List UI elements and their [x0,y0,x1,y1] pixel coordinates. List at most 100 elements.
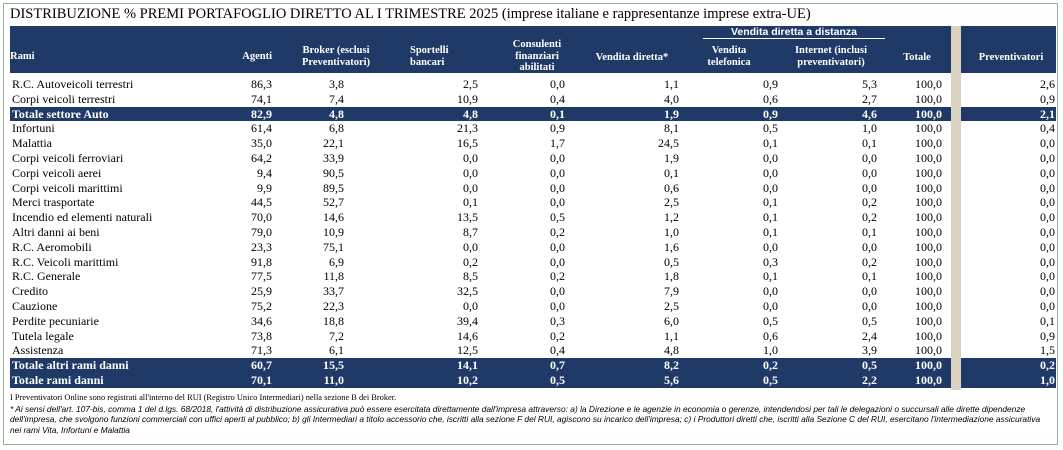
row-separator [951,358,961,373]
row-value: 0,0 [862,284,877,299]
row-value: 0,0 [1040,299,1055,313]
table-row: Malattia 35,0 22,1 16,5 1,7 24,5 0,1 0,1 100,0 0,… [10,136,1056,151]
row-value: 16,5 [457,136,478,151]
table-row: Corpi veicoli terrestri 74,1 7,4 10,9 0,4 4,0… [10,91,1056,107]
row-value: 7,4 [329,91,344,106]
table-row: Merci trasportate 44,5 52,7 0,1 0,0 2,5 0,1 0,2… [10,195,1056,211]
row-label: Infortuni [12,121,55,136]
row-value: 1,5 [1040,343,1055,358]
row-value: 5,3 [862,77,877,91]
row-separator [951,91,961,107]
row-value: 35,0 [251,136,272,151]
col-header-totale: Totale [903,52,931,63]
row-value: 10,9 [323,225,344,239]
row-separator [951,180,961,196]
row-value: 1,1 [664,77,679,91]
row-value: 86,3 [251,77,272,91]
row-label: R.C. Aeromobili [12,239,92,254]
row-value: 0,7 [550,358,565,373]
row-value: 79,0 [251,225,272,239]
table-row: Altri danni ai beni 79,0 10,9 8,7 0,2 1,0 0,1 0… [10,225,1056,240]
row-value: 100,0 [915,91,942,106]
row-separator [951,195,961,211]
row-separator [951,343,961,359]
table-row: Tutela legale 73,8 7,2 14,6 0,2 1,1 0,6 2,4 100,… [10,328,1056,344]
col-header-consulenti: Consulenti finanziari abilitati [512,39,562,73]
row-value: 1,7 [550,136,565,151]
row-value: 100,0 [915,151,942,165]
row-value: 100,0 [915,106,942,121]
row-value: 0,0 [763,151,778,165]
row-value: 2,2 [862,373,877,387]
row-value: 8,5 [463,269,478,284]
row-value: 0,2 [550,328,565,343]
row-value: 1,0 [862,121,877,136]
row-value: 0,0 [1040,284,1055,299]
row-label: Corpi veicoli ferroviari [12,151,124,165]
row-value: 0,0 [550,239,565,254]
row-value: 14,6 [457,328,478,343]
row-value: 100,0 [915,254,942,269]
row-value: 100,0 [915,165,942,180]
row-value: 39,4 [457,313,478,328]
row-value: 89,5 [323,180,344,195]
row-value: 0,1 [763,210,778,225]
row-value: 0,1 [763,195,778,210]
row-value: 10,9 [457,91,478,106]
table-row: R.C. Veicoli marittimi 91,8 6,9 0,2 0,0 0,5 0,… [10,254,1056,270]
row-label: Credito [12,284,48,299]
row-value: 4,0 [664,91,679,106]
row-value: 2,7 [862,91,877,106]
row-value: 0,0 [763,239,778,254]
row-value: 0,2 [862,195,877,210]
table-row: R.C. Generale 77,5 11,8 8,5 0,2 1,8 0,1 0,1 100,… [10,269,1056,285]
row-value: 0,2 [763,358,778,373]
row-value: 9,9 [257,180,272,195]
row-label: Totale altri rami danni [12,358,129,373]
row-separator [951,373,961,388]
row-value: 71,3 [251,343,272,358]
row-value: 100,0 [915,328,942,343]
row-label: Perdite pecuniarie [12,313,99,328]
row-value: 0,0 [1040,195,1055,210]
row-value: 0,2 [862,210,877,225]
row-value: 5,6 [664,373,679,387]
row-value: 0,0 [1040,210,1055,225]
row-value: 0,0 [463,239,478,254]
row-value: 1,6 [664,239,679,254]
row-label: Corpi veicoli marittimi [12,180,123,195]
row-value: 0,1 [1040,313,1055,328]
row-value: 0,1 [664,165,679,180]
row-value: 11,8 [323,269,344,284]
row-value: 0,0 [1040,239,1055,254]
row-value: 8,7 [463,225,478,239]
row-value: 0,4 [550,91,565,106]
row-value: 100,0 [915,121,942,136]
row-value: 15,5 [323,358,344,373]
row-label: Totale rami danni [12,373,104,387]
footnote-preventivatori: I Preventivatori Online sono registrati … [10,393,397,402]
table-row: R.C. Aeromobili 23,3 75,1 0,0 0,0 1,6 0,0 0,0 10… [10,239,1056,255]
row-separator [951,239,961,255]
row-value: 74,1 [251,91,272,106]
row-value: 75,1 [323,239,344,254]
row-value: 0,0 [463,180,478,195]
row-value: 1,2 [664,210,679,225]
row-label: R.C. Generale [12,269,81,284]
row-value: 0,9 [1040,328,1055,343]
table-total-row: Totale rami danni 70,1 11,0 10,2 0,5 5,6 0,5 2,… [10,373,1056,388]
row-separator [951,165,961,181]
row-value: 0,3 [763,254,778,269]
row-value: 0,1 [862,225,877,239]
row-value: 14,1 [457,358,478,373]
col-header-vendita-diretta: Vendita diretta* [595,52,669,63]
row-value: 0,1 [862,136,877,151]
row-value: 32,5 [457,284,478,299]
row-value: 2,6 [1040,77,1055,91]
row-value: 61,4 [251,121,272,136]
row-value: 0,0 [550,195,565,210]
row-value: 0,5 [862,313,877,328]
row-value: 52,7 [323,195,344,210]
group-header-underline [703,38,885,39]
row-label: Assistenza [12,343,64,358]
